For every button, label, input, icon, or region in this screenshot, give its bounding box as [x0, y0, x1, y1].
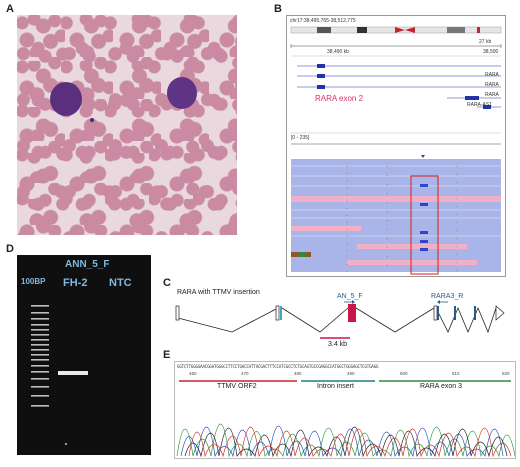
tick-label: 470: [241, 371, 249, 376]
blast-cell: [167, 77, 197, 109]
read-pileup: [291, 159, 501, 272]
gene-label: RARA: [485, 72, 499, 78]
track-range: [0 - 235]: [291, 135, 310, 141]
segment-label: Intron insert: [317, 383, 354, 390]
blast-cell: [50, 82, 82, 116]
pcr-band: [58, 371, 88, 375]
panel-label-d: D: [6, 243, 14, 255]
scale-label: 27 kb: [479, 39, 492, 45]
exon-highlight-box: [410, 175, 439, 275]
panel-label-c: C: [163, 277, 171, 289]
igv-drawing: [290, 26, 502, 275]
tick-label: 500: [400, 371, 408, 376]
blood-smear-image: [17, 15, 237, 235]
ladder-label: 100BP: [21, 277, 46, 286]
panel-label-e: E: [163, 349, 171, 361]
size-label: 3.4 kb: [328, 341, 348, 348]
gene-structure-diagram: [175, 300, 505, 339]
gene-label: RARA: [485, 92, 499, 98]
tick-label: 460: [189, 371, 197, 376]
panel-c-title: RARA with TTMV insertion: [177, 289, 260, 296]
gel-bands: [31, 305, 88, 445]
lane-label: NTC: [109, 277, 132, 289]
primer-forward-label: AN_5_F: [337, 293, 363, 300]
gene-label: RARA: [485, 82, 499, 88]
gel-image: ANN_5_F 100BP FH-2 NTC: [17, 255, 151, 455]
gel-header: ANN_5_F: [65, 259, 110, 270]
chromatogram-traces: [176, 380, 515, 458]
coord-right: 38,500: [483, 49, 499, 55]
locus-text: chr17:38,495,765-38,512,775: [290, 18, 356, 24]
gene-label: RARA-AS1: [467, 102, 493, 108]
coord-left: 38,490 kb: [327, 49, 349, 55]
tick-label: 510: [452, 371, 460, 376]
segment-label: RARA exon 3: [420, 383, 463, 390]
panel-label-a: A: [6, 3, 14, 15]
tick-label: 490: [347, 371, 355, 376]
segment-label: TTMV ORF2: [217, 383, 257, 390]
tick-label: 520: [502, 371, 510, 376]
ttmv-insert: [348, 304, 356, 322]
lane-label: FH-2: [63, 277, 88, 289]
sequence-text: GGTCTTGGGGAACGGATGGGCCTTCCTGACCATTACGACT…: [177, 364, 379, 369]
primer-reverse-label: RARA3_R: [431, 293, 464, 300]
panel-label-b: B: [274, 3, 282, 15]
exon-label: RARA exon 2: [315, 94, 364, 103]
igv-browser-panel: chr17:38,495,765-38,512,775: [286, 15, 506, 277]
platelet: [90, 118, 94, 122]
chromatogram-panel: GGTCTTGGGGAACGGATGGGCCTTCCTGACCATTACGACT…: [174, 361, 516, 459]
tick-label: 480: [294, 371, 302, 376]
